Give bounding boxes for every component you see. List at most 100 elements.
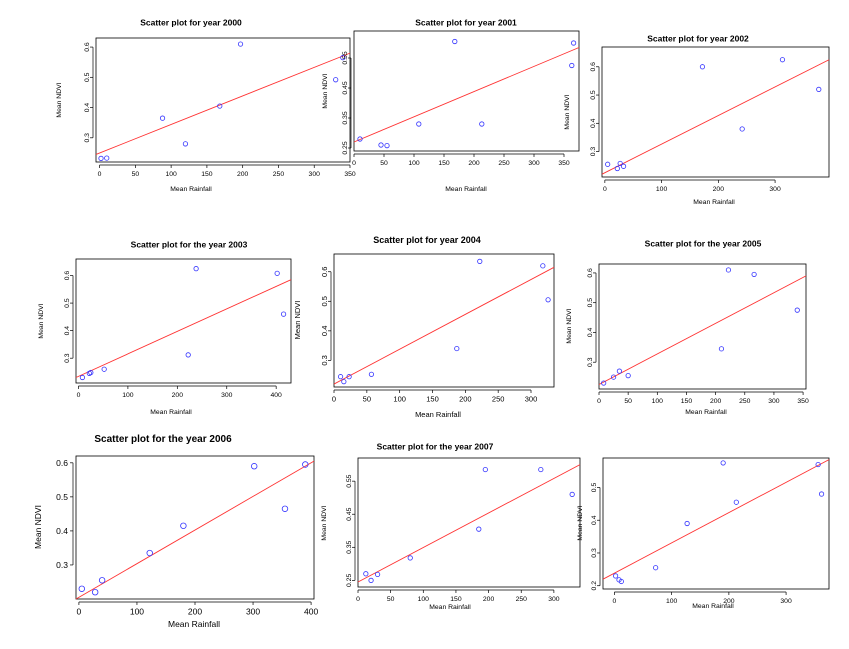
- data-point: [618, 578, 624, 585]
- x-tick-label: 300: [246, 607, 260, 617]
- data-point: [98, 155, 104, 161]
- y-tick-label: 0.4: [591, 515, 598, 525]
- data-point: [79, 374, 86, 381]
- chart-title: Scatter plot for the year 2007: [377, 442, 494, 452]
- data-point: [346, 374, 352, 380]
- chart-title: Scatter plot for the year 2003: [131, 240, 248, 250]
- x-tick-label: 50: [363, 395, 371, 404]
- plot-frame: [75, 455, 315, 600]
- data-point: [477, 258, 483, 264]
- data-point: [751, 271, 757, 278]
- y-tick-label: 0.45: [342, 81, 349, 94]
- data-point: [616, 368, 623, 374]
- data-point: [653, 565, 659, 571]
- x-tick-label: 150: [426, 395, 439, 404]
- data-point: [614, 165, 620, 172]
- data-point: [274, 270, 280, 276]
- scatter-panel-2005: Scatter plot for the year 2005 Mean Rainf…: [565, 234, 849, 424]
- data-point: [78, 585, 86, 592]
- fit-line: [601, 59, 830, 175]
- data-point: [374, 571, 381, 578]
- data-point: [333, 77, 339, 83]
- x-tick-label: 50: [387, 596, 395, 603]
- x-axis-label: Mean Rainfall: [693, 199, 735, 206]
- data-point: [337, 374, 344, 380]
- fit-line: [353, 47, 580, 143]
- scatter-chart: Scatter plot for the year 2005 Mean Rainf…: [566, 239, 809, 417]
- y-tick-label: 0.3: [320, 355, 329, 365]
- plot-frame: [353, 30, 580, 152]
- chart-title: Scatter plot for year 2004: [373, 235, 481, 245]
- scatter-chart: Scatter plot for year 2000 Mean Rainfall M…: [56, 18, 356, 194]
- x-tick-label: 200: [459, 395, 472, 404]
- data-point: [617, 160, 623, 167]
- data-point: [610, 374, 617, 380]
- x-tick-label: 100: [418, 596, 430, 603]
- y-axis-label: Mean NDVI: [322, 73, 329, 108]
- scatter-panel-2003: Scatter plot for the year 2003 Mean Rainf…: [34, 234, 296, 424]
- y-tick-label: 0.6: [590, 62, 597, 72]
- scatter-chart: Scatter plot for the year 2006 Mean Rainf…: [33, 434, 318, 629]
- chart-title: Scatter plot for the year 2006: [94, 434, 232, 445]
- y-tick-label: 0.5: [84, 72, 91, 82]
- x-tick-label: 300: [528, 160, 540, 167]
- data-point: [779, 57, 786, 63]
- data-point: [482, 466, 488, 473]
- y-tick-label: 0.2: [591, 581, 598, 591]
- y-axis-label: Mean NDVI: [56, 82, 63, 117]
- x-tick-label: 100: [652, 398, 664, 405]
- x-tick-label: 400: [304, 607, 318, 617]
- x-tick-label: 250: [273, 171, 285, 178]
- scatter-chart: Scatter plot for the year 2007 Mean Rainf…: [321, 442, 581, 611]
- data-point: [620, 163, 627, 169]
- y-tick-label: 0.6: [84, 42, 91, 52]
- data-point: [237, 41, 244, 47]
- y-tick-label: 0.6: [320, 267, 329, 277]
- y-tick-label: 0.4: [590, 118, 597, 128]
- x-axis-label: Mean Rainfall: [445, 186, 487, 193]
- y-tick-label: 0.4: [64, 326, 71, 336]
- x-tick-label: 200: [237, 171, 249, 178]
- x-tick-label: 300: [309, 171, 321, 178]
- y-axis-label: Mean NDVI: [566, 308, 573, 343]
- scatter-chart: Scatter plot for year 2004 Mean Rainfall M…: [293, 235, 555, 419]
- data-point: [384, 143, 390, 149]
- x-tick-label: 0: [356, 596, 360, 603]
- data-point: [104, 155, 110, 161]
- y-tick-label: 0.35: [342, 111, 349, 124]
- x-tick-label: 250: [516, 596, 528, 603]
- data-point: [684, 520, 690, 527]
- x-tick-label: 200: [713, 186, 725, 193]
- x-tick-label: 200: [188, 607, 202, 617]
- x-tick-label: 100: [666, 598, 678, 605]
- fit-line: [75, 460, 315, 600]
- data-point: [368, 371, 375, 377]
- x-axis-label: Mean Rainfall: [429, 604, 471, 611]
- data-point: [612, 573, 619, 579]
- x-tick-label: 150: [201, 171, 213, 178]
- data-point: [625, 373, 631, 379]
- x-axis-label: Mean Rainfall: [692, 603, 734, 610]
- y-tick-label: 0.3: [591, 548, 598, 558]
- x-tick-label: 100: [122, 392, 134, 399]
- data-point: [101, 366, 107, 372]
- data-point: [479, 121, 485, 127]
- y-tick-label: 0.5: [590, 90, 597, 100]
- chart-title: Scatter plot for the year 2005: [645, 239, 762, 249]
- y-tick-label: 0.6: [56, 458, 68, 468]
- x-tick-label: 100: [130, 607, 144, 617]
- data-point: [98, 577, 106, 584]
- data-point: [794, 307, 800, 313]
- fit-line: [357, 464, 581, 583]
- x-tick-label: 200: [468, 160, 480, 167]
- scatter-chart: Scatter plot for the year 2003 Mean Rainf…: [38, 240, 292, 416]
- fit-line: [75, 279, 292, 378]
- scatter-chart: Scatter plot for year 2001 Mean Rainfall M…: [322, 18, 580, 193]
- data-point: [193, 266, 199, 272]
- y-tick-label: 0.35: [346, 540, 353, 553]
- fit-line: [95, 52, 351, 155]
- data-point: [146, 549, 153, 557]
- x-tick-label: 350: [558, 160, 570, 167]
- scatter-panel-2004: Scatter plot for year 2004 Mean Rainfall M…: [288, 230, 564, 428]
- data-point: [720, 460, 726, 466]
